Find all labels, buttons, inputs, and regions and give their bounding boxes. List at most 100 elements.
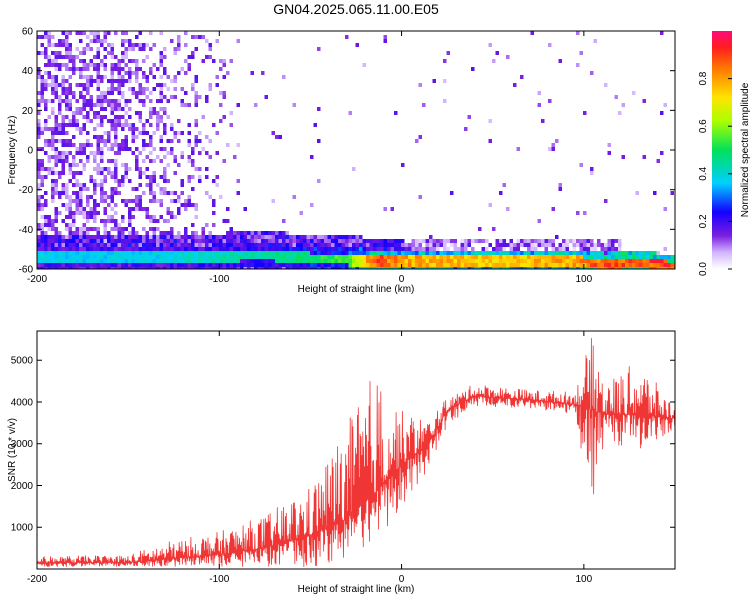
spectrogram-cell — [37, 239, 41, 243]
spectrogram-cell — [359, 239, 363, 243]
spectrogram-cell — [96, 95, 100, 99]
spectrogram-cell — [117, 235, 121, 239]
spectrogram-cell — [89, 75, 93, 79]
spectrogram-cell — [135, 239, 139, 243]
spectrogram-cell — [334, 263, 338, 267]
spectrogram-cell — [114, 87, 118, 91]
spectrogram-cell — [44, 143, 48, 147]
spectrogram-cell — [481, 259, 485, 263]
spectrogram-cell — [467, 115, 471, 119]
spectrogram-cell — [229, 239, 233, 243]
spectrogram-cell — [488, 255, 492, 259]
spectrogram-cell — [289, 267, 293, 269]
spectrogram-cell — [124, 111, 128, 115]
spectrogram-cell — [135, 79, 139, 83]
spectrogram-cell — [93, 179, 97, 183]
spectrogram-cell — [152, 87, 156, 91]
spectrogram-cell — [65, 47, 69, 51]
spectrogram-cell — [383, 239, 387, 243]
spectrogram-cell — [131, 71, 135, 75]
spectrogram-cell — [572, 243, 576, 247]
spectrogram-cell — [117, 223, 121, 227]
spectrogram-cell — [110, 267, 114, 269]
spectrogram-cell — [611, 251, 615, 255]
spectrogram-cell — [103, 75, 107, 79]
spectrogram-cell — [138, 31, 142, 35]
spectrogram-cell — [432, 247, 436, 251]
spectrogram-cell — [282, 263, 286, 267]
spectrogram-cell — [387, 243, 391, 247]
spectrogram-cell — [51, 243, 55, 247]
spectrogram-cell — [37, 163, 41, 167]
spectrogram-cell — [282, 255, 286, 259]
spectrogram-cell — [170, 199, 174, 203]
spectrogram-cell — [124, 147, 128, 151]
spectrogram-cell — [600, 247, 604, 251]
spectrogram-cell — [390, 267, 394, 269]
spectrogram-cell — [100, 43, 104, 47]
spectrogram-cell — [184, 255, 188, 259]
spectrogram-cell — [93, 259, 97, 263]
spectrogram-cell — [128, 59, 132, 63]
spectrogram-cell — [54, 67, 58, 71]
spectrogram-cell — [82, 31, 86, 35]
spectrogram-cell — [61, 171, 65, 175]
spectrogram-cell — [450, 267, 454, 269]
spectrogram-cell — [478, 259, 482, 263]
spectrogram-cell — [61, 87, 65, 91]
spectrogram-cell — [513, 83, 517, 87]
spectrogram-cell — [513, 255, 517, 259]
spectrogram-cell — [54, 139, 58, 143]
spectrogram-cell — [110, 103, 114, 107]
spectrogram-cell — [100, 39, 104, 43]
spectrogram-cell — [611, 239, 615, 243]
spectrogram-cell — [198, 243, 202, 247]
spectrogram-cell — [656, 159, 660, 163]
spectrogram-cell — [229, 259, 233, 263]
spectrogram-cell — [562, 263, 566, 267]
spectrogram-cell — [338, 267, 342, 269]
spectrogram-cell — [166, 87, 170, 91]
spectrogram-cell — [61, 139, 65, 143]
spectrogram-cell — [317, 259, 321, 263]
spectrogram-cell — [212, 259, 216, 263]
spectrogram-cell — [142, 251, 146, 255]
spectrogram-cell — [65, 67, 69, 71]
spectrogram-cell — [208, 239, 212, 243]
spectrogram-cell — [233, 259, 237, 263]
spectrogram-cell — [502, 183, 506, 187]
spectrogram-cell — [65, 207, 69, 211]
spectrogram-cell — [121, 147, 125, 151]
spectrogram-cell — [128, 215, 132, 219]
spectrogram-cell — [464, 263, 468, 267]
spectrogram-cell — [586, 243, 590, 247]
spectrogram-cell — [628, 259, 632, 263]
spectrogram-cell — [149, 183, 153, 187]
spectrogram-cell — [163, 179, 167, 183]
spectrogram-cell — [607, 239, 611, 243]
spectrogram-cell — [247, 243, 251, 247]
spectrogram-cell — [149, 199, 153, 203]
spectrogram-cell — [593, 267, 597, 269]
spectrogram-cell — [170, 227, 174, 231]
spectrogram-cell — [548, 263, 552, 267]
spectrogram-cell — [324, 255, 328, 259]
spectrogram-cell — [565, 243, 569, 247]
spectrogram-cell — [548, 251, 552, 255]
spectrogram-cell — [86, 243, 90, 247]
spectrogram-cell — [180, 255, 184, 259]
spectrogram-cell — [163, 231, 167, 235]
spectrogram-cell — [488, 139, 492, 143]
spectrogram-cell — [100, 263, 104, 267]
spectrogram-cell — [572, 263, 576, 267]
spectrogram-cell — [58, 243, 62, 247]
spectrogram-cell — [37, 223, 41, 227]
spectrogram-cell — [642, 251, 646, 255]
spectrogram-cell — [75, 179, 79, 183]
spectrogram-cell — [401, 259, 405, 263]
spectrogram-cell — [121, 115, 125, 119]
spectrogram-x-axis-title: Height of straight line (km) — [298, 284, 415, 295]
spectrogram-cell — [177, 259, 181, 263]
spectrogram-cell — [96, 79, 100, 83]
spectrogram-cell — [44, 103, 48, 107]
